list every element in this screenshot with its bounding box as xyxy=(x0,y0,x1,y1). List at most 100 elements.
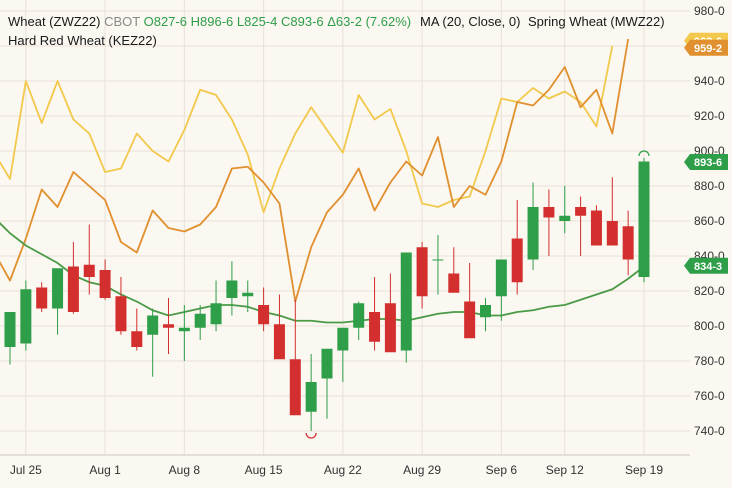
candle-body xyxy=(638,161,650,277)
candle xyxy=(99,259,111,300)
low-marker xyxy=(305,432,317,439)
candle-body xyxy=(590,210,602,246)
ma-line xyxy=(0,222,645,324)
y-tick-label: 980-0 xyxy=(694,4,725,18)
y-axis: 740-0760-0780-0800-0820-0840-0860-0880-0… xyxy=(694,4,725,438)
x-tick-label: Aug 8 xyxy=(169,463,201,477)
candle-body xyxy=(258,305,270,325)
y-tick-label: 740-0 xyxy=(694,424,725,438)
candle xyxy=(321,348,333,419)
legend-symbol: Wheat (ZWZ22) xyxy=(8,14,101,29)
candle-body xyxy=(289,359,301,416)
candle-body xyxy=(622,226,634,260)
candle-body xyxy=(67,266,79,312)
candle-body xyxy=(353,303,365,328)
x-tick-label: Aug 15 xyxy=(245,463,283,477)
candle xyxy=(416,242,428,309)
candle xyxy=(575,196,587,256)
candle-body xyxy=(163,324,174,328)
candle xyxy=(20,280,32,351)
candle-body xyxy=(480,305,491,318)
candle-body xyxy=(147,315,159,335)
x-tick-label: Jul 25 xyxy=(10,463,42,477)
candle xyxy=(67,242,79,314)
candle-body xyxy=(432,259,444,261)
candle xyxy=(194,305,206,340)
candle-body xyxy=(384,303,396,353)
candle-body xyxy=(606,221,618,246)
price-tag-shape xyxy=(684,257,728,274)
candle-body xyxy=(52,268,64,309)
candle-body xyxy=(337,327,349,351)
candle xyxy=(147,308,159,377)
candle xyxy=(400,252,412,363)
candle-body xyxy=(495,259,507,297)
candle xyxy=(210,280,222,332)
candle xyxy=(369,277,381,351)
markers xyxy=(305,150,650,439)
candle xyxy=(638,158,650,283)
candle-body xyxy=(527,207,539,260)
candle xyxy=(448,247,460,293)
comparison-lines xyxy=(0,38,645,324)
price-tag-label: 893-6 xyxy=(694,157,722,169)
candle-body xyxy=(559,215,571,221)
y-tick-label: 940-0 xyxy=(694,74,725,88)
x-tick-label: Sep 19 xyxy=(625,463,663,477)
legend-close: C893-6 xyxy=(280,14,324,29)
candle xyxy=(289,299,301,416)
price-tag-label: 959-2 xyxy=(694,43,722,55)
candle xyxy=(273,294,285,360)
legend-open: O827-6 xyxy=(143,14,187,29)
candle-body xyxy=(575,207,587,216)
candle xyxy=(353,301,365,340)
y-tick-label: 800-0 xyxy=(694,319,725,333)
candle xyxy=(590,205,602,246)
y-tick-label: 820-0 xyxy=(694,284,725,298)
candle-body xyxy=(99,270,111,298)
close-price-tag: 893-6 xyxy=(684,153,728,170)
candle-body xyxy=(20,289,32,344)
y-tick-label: 780-0 xyxy=(694,354,725,368)
candle-body xyxy=(36,287,48,309)
x-tick-label: Aug 29 xyxy=(403,463,441,477)
candle xyxy=(606,177,618,246)
candle-body xyxy=(115,296,127,332)
candle-body xyxy=(511,238,523,283)
y-tick-label: 880-0 xyxy=(694,179,725,193)
legend-change: Δ63-2 (7.62%) xyxy=(327,14,412,29)
candle xyxy=(432,235,444,295)
candle xyxy=(337,327,349,382)
legend-ma: MA (20, Close, 0) xyxy=(420,14,521,29)
candle xyxy=(131,308,143,351)
candle xyxy=(511,200,523,295)
candle xyxy=(226,261,238,316)
candle xyxy=(305,354,317,431)
candle-body xyxy=(4,312,16,347)
candle xyxy=(480,298,491,332)
x-axis: Jul 25 Aug 1 Aug 8 Aug 15 Aug 22 Aug 29 Sep 6 S… xyxy=(0,454,690,477)
grid xyxy=(0,0,690,455)
legend-spring-wheat: Spring Wheat (MWZ22) xyxy=(528,14,665,29)
price-tag-shape xyxy=(684,39,728,56)
candle xyxy=(52,268,64,335)
candle xyxy=(464,263,476,339)
hard-red-wheat-line xyxy=(0,38,630,303)
x-tick-label: Aug 22 xyxy=(324,463,362,477)
price-tag-shape xyxy=(684,153,728,170)
candle xyxy=(36,282,48,312)
candle xyxy=(115,277,127,335)
y-tick-label: 920-0 xyxy=(694,109,725,123)
candle-body xyxy=(131,331,143,347)
candle xyxy=(242,280,254,312)
candle xyxy=(527,182,539,270)
candle xyxy=(83,224,95,295)
candle xyxy=(178,305,190,361)
candle xyxy=(4,312,16,365)
candle-body xyxy=(273,324,285,360)
candle-body xyxy=(369,312,381,342)
x-tick-label: Aug 1 xyxy=(89,463,121,477)
y-tick-label: 860-0 xyxy=(694,214,725,228)
